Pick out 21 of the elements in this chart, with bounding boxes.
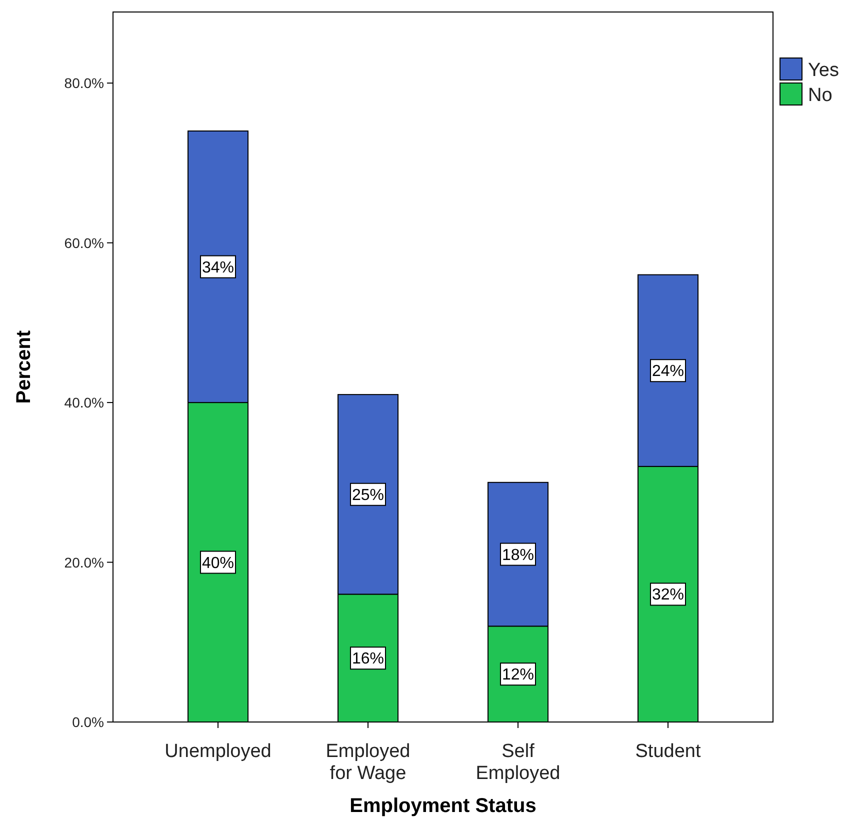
data-label: 40%	[202, 554, 234, 572]
legend-label: Yes	[808, 60, 839, 81]
y-axis-title: Percent	[13, 330, 35, 404]
y-tick-label: 0.0%	[72, 714, 104, 730]
x-tick-label: Unemployed	[164, 741, 272, 762]
y-tick-label: 60.0%	[64, 234, 104, 251]
x-tick-label: Employed for Wage	[326, 741, 410, 784]
data-label: 34%	[202, 259, 234, 276]
data-label: 32%	[652, 586, 684, 604]
y-tick-label: 40.0%	[64, 394, 104, 411]
y-tick-label: 80.0%	[64, 75, 104, 92]
x-tick-label: Student	[635, 741, 702, 762]
data-label: 16%	[352, 650, 384, 668]
data-label: 24%	[652, 363, 684, 380]
data-label: 12%	[502, 666, 534, 684]
data-label: 25%	[352, 486, 384, 504]
data-label: 18%	[502, 546, 534, 564]
y-tick-label: 20.0%	[64, 554, 104, 570]
legend-label: No	[808, 85, 832, 106]
x-axis-title: Employment Status	[350, 795, 536, 817]
x-tick-label: Self Employed	[476, 741, 560, 784]
